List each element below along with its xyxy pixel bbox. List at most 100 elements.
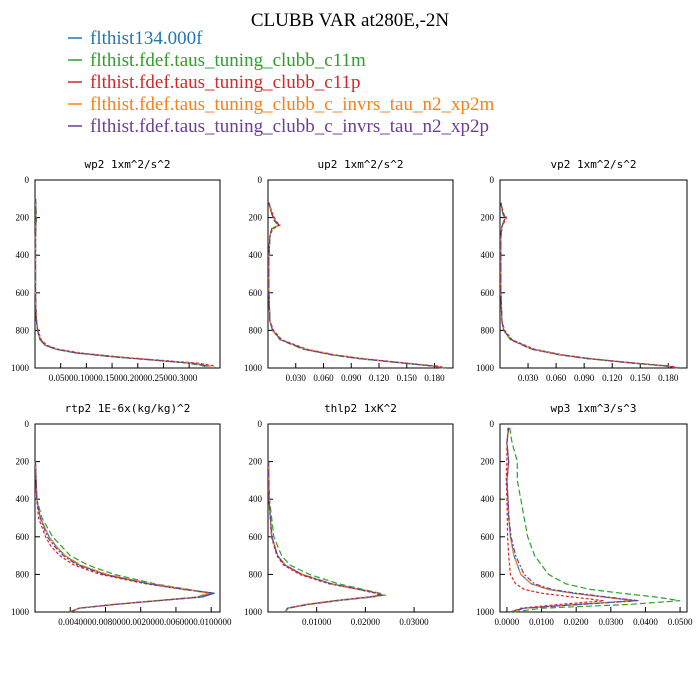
series-line <box>34 461 210 613</box>
chart-panel: wp2 1xm^2/s^2 0 200 400 600 800 1000 0.05000.10… <box>11 158 221 383</box>
y-tick-label: 800 <box>481 325 495 335</box>
y-tick-label: 200 <box>16 213 30 223</box>
y-tick-label: 800 <box>481 569 495 579</box>
chart-panel: vp2 1xm^2/s^2 0 200 400 600 800 1000 0.030 0.060… <box>476 158 688 383</box>
y-tick-label: 0 <box>258 419 263 429</box>
series-line <box>34 461 212 613</box>
y-tick-label: 200 <box>249 457 263 467</box>
axis-frame <box>499 179 688 369</box>
axis-frame <box>34 179 221 369</box>
y-tick-label: 600 <box>249 532 263 542</box>
series-line <box>268 202 443 369</box>
series-line <box>268 202 447 369</box>
x-tick-label: 0.02000 <box>351 617 381 627</box>
chart-panel: rtp2 1E-6x(kg/kg)^2 0 200 400 600 800 1000 0.00… <box>11 402 232 627</box>
x-tick-label: 0.060 <box>546 373 567 383</box>
x-tick-label: 0.0000 <box>495 617 520 627</box>
y-tick-label: 800 <box>16 569 30 579</box>
legend-entry: flthist.fdef.taus_tuning_clubb_c11p <box>90 72 361 93</box>
y-tick-label: 600 <box>249 288 263 298</box>
series-line <box>34 198 211 368</box>
x-tick-label: 0.060 <box>313 373 334 383</box>
y-tick-label: 1000 <box>244 363 263 373</box>
series-line <box>267 461 388 613</box>
series-line <box>500 202 676 369</box>
series-line <box>34 198 208 368</box>
series-line <box>268 202 444 369</box>
legend-entry: flthist.fdef.taus_tuning_clubb_c11m <box>90 50 366 71</box>
x-tick-label: 0.180 <box>658 373 679 383</box>
x-tick-label: 0.120 <box>369 373 390 383</box>
series-line <box>267 461 385 613</box>
y-tick-label: 0 <box>490 175 495 185</box>
y-tick-label: 400 <box>249 250 263 260</box>
y-tick-label: 1000 <box>11 607 30 617</box>
y-tick-label: 200 <box>481 213 495 223</box>
legend-entry: flthist.fdef.taus_tuning_clubb_c_invrs_t… <box>90 116 489 137</box>
x-tick-label: 0.0200 <box>564 617 589 627</box>
x-tick-label: 0.090 <box>341 373 362 383</box>
series-line <box>34 198 216 368</box>
y-tick-label: 400 <box>249 494 263 504</box>
y-tick-label: 600 <box>16 532 30 542</box>
y-tick-label: 400 <box>481 250 495 260</box>
series-line <box>500 202 678 369</box>
y-tick-label: 1000 <box>476 607 495 617</box>
y-tick-label: 1000 <box>11 363 30 373</box>
y-tick-label: 0 <box>25 175 30 185</box>
panel-title: wp2 1xm^2/s^2 <box>84 158 170 171</box>
x-tick-label: 0.120 <box>602 373 623 383</box>
legend-entry: flthist.fdef.taus_tuning_clubb_c_invrs_t… <box>90 94 494 115</box>
y-tick-label: 0 <box>258 175 263 185</box>
x-tick-label: 0.150 <box>397 373 418 383</box>
series-line <box>509 427 681 613</box>
y-tick-label: 600 <box>16 288 30 298</box>
axis-frame <box>267 423 454 613</box>
figure-title: CLUBB VAR at280E,-2N <box>251 10 450 31</box>
y-tick-label: 800 <box>249 325 263 335</box>
series-line <box>506 427 636 613</box>
y-tick-label: 1000 <box>476 363 495 373</box>
series-line <box>267 461 386 613</box>
y-tick-label: 0 <box>490 419 495 429</box>
x-tick-label: 0.150 <box>630 373 651 383</box>
y-tick-label: 200 <box>16 457 30 467</box>
chart-panel: thlp2 1xK^2 0 200 400 600 800 1000 0.01000 0.020… <box>244 402 454 627</box>
legend-entry: flthist134.000f <box>90 28 203 49</box>
y-tick-label: 400 <box>16 494 30 504</box>
x-tick-label: 0.180 <box>424 373 445 383</box>
x-tick-label: 0.03000 <box>399 617 429 627</box>
series-line <box>506 427 639 613</box>
panel-title: up2 1xm^2/s^2 <box>317 158 403 171</box>
series-line <box>505 427 604 613</box>
y-tick-label: 600 <box>481 288 495 298</box>
y-tick-label: 200 <box>481 457 495 467</box>
chart-panel: up2 1xm^2/s^2 0 200 400 600 800 1000 0.030 0.060… <box>244 158 454 383</box>
series-line <box>34 198 211 368</box>
series-line <box>500 202 681 369</box>
panel-title: wp3 1xm^3/s^3 <box>550 402 636 415</box>
x-tick-label: 0.030 <box>286 373 307 383</box>
series-line <box>500 202 677 369</box>
x-tick-labels: 0.05000.10000.15000.20000.25000.3000 <box>49 373 198 383</box>
x-tick-label: 0.01000 <box>302 617 332 627</box>
x-tick-label: 0.0100 <box>529 617 554 627</box>
legend: flthist134.000fflthist.fdef.taus_tuning_… <box>68 28 494 137</box>
panel-title: vp2 1xm^2/s^2 <box>550 158 636 171</box>
x-tick-label: 0.090 <box>574 373 595 383</box>
y-tick-label: 600 <box>481 532 495 542</box>
series-line <box>267 461 385 613</box>
series-line <box>268 202 444 369</box>
series-line <box>34 461 214 613</box>
y-tick-label: 800 <box>16 325 30 335</box>
y-tick-label: 400 <box>16 250 30 260</box>
y-tick-label: 800 <box>249 569 263 579</box>
panel-title: thlp2 1xK^2 <box>324 402 397 415</box>
axis-frame <box>499 423 688 613</box>
x-tick-label: 0.0500 <box>668 617 693 627</box>
x-tick-labels: 0.0040000.0080000.0020000.0060000.010000… <box>58 617 232 627</box>
x-tick-label: 0.0400 <box>633 617 658 627</box>
chart-panel: wp3 1xm^3/s^3 0 200 400 600 800 10000.0000 0.01… <box>476 402 693 627</box>
x-tick-label: 0.030 <box>518 373 539 383</box>
